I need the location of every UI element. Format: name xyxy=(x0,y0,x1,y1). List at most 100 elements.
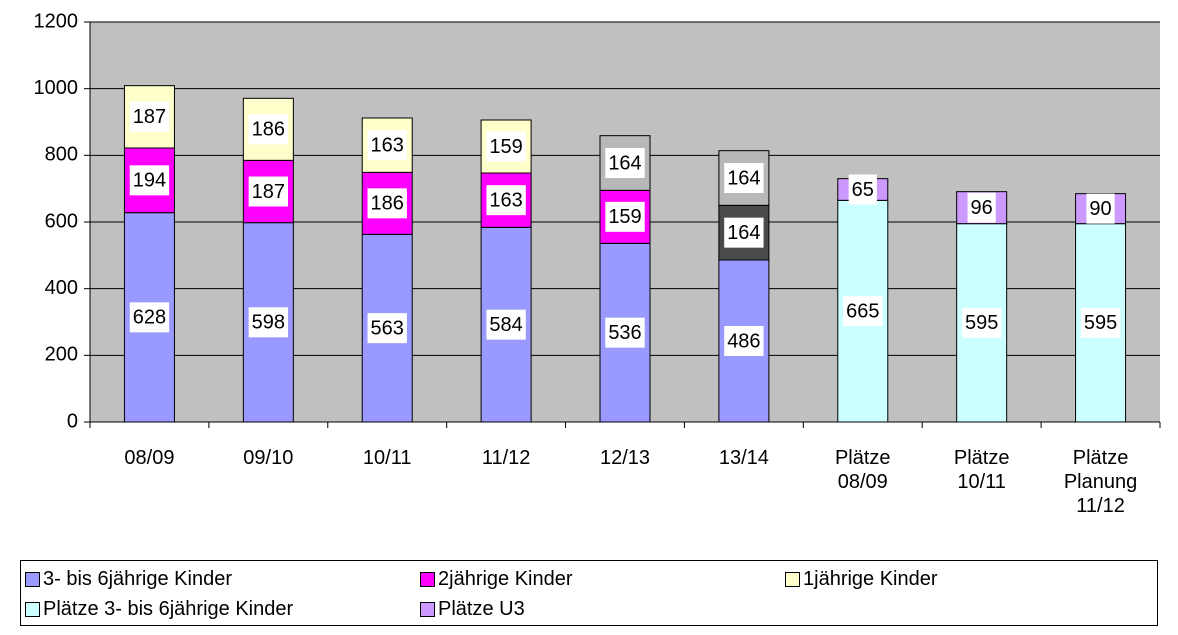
data-label-text: 563 xyxy=(371,317,404,339)
data-label-text: 163 xyxy=(489,189,522,211)
data-label-bg xyxy=(486,131,526,162)
data-label: 598 xyxy=(248,307,289,338)
data-label-bg xyxy=(248,307,289,338)
data-label-text: 164 xyxy=(727,222,760,244)
data-label: 164 xyxy=(605,148,645,178)
data-label-text: 584 xyxy=(489,314,522,336)
data-label-bg xyxy=(129,101,170,132)
data-label-bg xyxy=(129,302,170,333)
data-label-text: 598 xyxy=(252,312,285,334)
legend-item: 3- bis 6jährige Kinder xyxy=(25,565,420,593)
data-label-text: 186 xyxy=(371,193,404,215)
legend: 3- bis 6jährige Kinder 2jährige Kinder 1jä… xyxy=(20,560,1158,626)
legend-label: 2jährige Kinder xyxy=(438,567,573,590)
data-label: 187 xyxy=(248,176,289,207)
x-tick-label: Plätze 10/11 xyxy=(953,447,1010,493)
y-tick-label: 200 xyxy=(45,344,78,366)
data-label: 186 xyxy=(248,114,289,145)
data-label: 163 xyxy=(367,130,407,161)
data-label: 595 xyxy=(1080,307,1121,338)
legend-label: 1jährige Kinder xyxy=(803,567,938,590)
legend-item: 1jährige Kinder xyxy=(785,565,1155,593)
y-tick-label: 0 xyxy=(67,410,78,432)
data-label: 486 xyxy=(724,326,764,356)
data-label: 164 xyxy=(724,163,764,193)
y-tick-label: 600 xyxy=(45,210,78,232)
data-label: 536 xyxy=(605,317,645,348)
x-tick-label: Plätze 08/09 xyxy=(834,447,891,493)
data-label-text: 665 xyxy=(846,300,879,322)
data-label-text: 595 xyxy=(1084,312,1117,334)
data-label-bg xyxy=(724,326,764,356)
legend-label: Plätze 3- bis 6jährige Kinder xyxy=(43,597,294,620)
data-label: 194 xyxy=(129,165,170,196)
legend-swatch xyxy=(25,601,40,617)
legend-swatch xyxy=(420,601,435,617)
data-label-text: 194 xyxy=(133,170,166,192)
data-label-text: 186 xyxy=(252,119,285,141)
data-label: 584 xyxy=(486,309,526,340)
data-label: 90 xyxy=(1086,193,1115,224)
data-label-text: 187 xyxy=(252,181,285,203)
data-label-text: 163 xyxy=(371,134,404,156)
data-label-bg xyxy=(248,114,289,145)
y-tick-label: 800 xyxy=(45,144,78,166)
data-label: 163 xyxy=(486,185,526,216)
x-tick-label: 08/09 xyxy=(124,447,175,469)
data-label: 96 xyxy=(967,192,996,223)
data-label-bg xyxy=(129,165,170,196)
x-tick-label: 09/10 xyxy=(243,447,294,469)
data-label-bg xyxy=(605,148,645,178)
data-label-text: 164 xyxy=(608,152,641,174)
data-label-bg xyxy=(1080,307,1121,338)
data-label-text: 536 xyxy=(608,322,641,344)
data-label: 187 xyxy=(129,101,170,132)
data-label: 159 xyxy=(605,201,645,232)
data-label: 665 xyxy=(843,296,883,327)
legend-item: Plätze 3- bis 6jährige Kinder xyxy=(25,595,420,623)
data-label-text: 595 xyxy=(965,312,998,334)
x-tick-label: 12/13 xyxy=(599,447,651,469)
data-label-bg xyxy=(967,192,996,223)
data-label-text: 96 xyxy=(971,197,993,219)
y-tick-label: 1200 xyxy=(34,10,79,32)
data-label-bg xyxy=(486,185,526,216)
data-label-bg xyxy=(486,309,526,340)
data-label-text: 187 xyxy=(133,106,166,128)
x-tick-label: 10/11 xyxy=(362,447,412,469)
data-label: 563 xyxy=(367,313,407,344)
x-tick-label: 13/14 xyxy=(718,447,769,469)
data-label: 595 xyxy=(961,307,1002,338)
data-label-text: 90 xyxy=(1089,198,1111,220)
data-label: 159 xyxy=(486,131,526,162)
data-label: 628 xyxy=(129,302,170,333)
data-label-text: 159 xyxy=(608,206,641,228)
data-label-bg xyxy=(961,307,1002,338)
data-label-bg xyxy=(367,313,407,344)
data-label-bg xyxy=(724,217,764,248)
data-label-text: 65 xyxy=(852,179,874,201)
x-tick-label: 11/12 xyxy=(481,447,531,469)
data-label-bg xyxy=(367,188,407,219)
y-tick-label: 1000 xyxy=(34,77,79,99)
data-label-text: 486 xyxy=(727,330,760,352)
data-label-bg xyxy=(724,163,764,193)
data-label-bg xyxy=(605,317,645,348)
data-label-bg xyxy=(848,174,877,205)
legend-swatch xyxy=(25,571,40,587)
data-label-bg xyxy=(1086,193,1115,224)
data-label-bg xyxy=(248,176,289,207)
data-label: 186 xyxy=(367,188,407,219)
data-label: 65 xyxy=(848,174,877,205)
data-label-bg xyxy=(605,201,645,232)
legend-swatch xyxy=(420,571,435,587)
legend-label: 3- bis 6jährige Kinder xyxy=(43,567,232,590)
y-tick-label: 400 xyxy=(45,277,78,299)
legend-item: 2jährige Kinder xyxy=(420,565,785,593)
legend-label: Plätze U3 xyxy=(438,597,525,620)
legend-swatch xyxy=(785,571,800,587)
x-tick-label: Plätze Planung 11/12 xyxy=(1063,447,1138,517)
data-label-text: 628 xyxy=(133,307,166,329)
